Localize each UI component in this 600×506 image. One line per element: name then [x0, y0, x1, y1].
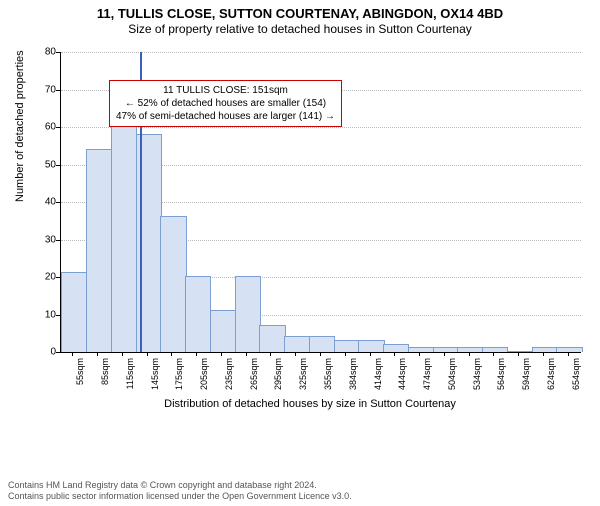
y-tick-mark — [56, 240, 60, 241]
chart: Number of detached properties 11 TULLIS … — [30, 42, 590, 402]
bar — [358, 340, 384, 352]
y-tick-mark — [56, 127, 60, 128]
y-tick-label: 80 — [34, 47, 56, 58]
bar — [160, 216, 186, 352]
x-tick-mark — [394, 352, 395, 356]
x-tick-mark — [370, 352, 371, 356]
x-tick-label: 295sqm — [273, 358, 283, 390]
y-tick-mark — [56, 165, 60, 166]
x-tick-label: 355sqm — [323, 358, 333, 390]
bar — [61, 272, 87, 352]
x-tick-label: 444sqm — [397, 358, 407, 390]
x-tick-mark — [147, 352, 148, 356]
callout-line1: 11 TULLIS CLOSE: 151sqm — [116, 84, 335, 97]
x-tick-label: 115sqm — [125, 358, 135, 389]
y-tick-label: 70 — [34, 84, 56, 95]
bar — [408, 347, 434, 352]
y-tick-label: 0 — [34, 347, 56, 358]
y-tick-mark — [56, 202, 60, 203]
bar — [556, 347, 582, 352]
bar — [433, 347, 459, 352]
x-tick-label: 85sqm — [100, 358, 110, 385]
x-tick-label: 55sqm — [75, 358, 85, 385]
x-tick-mark — [171, 352, 172, 356]
x-tick-label: 624sqm — [546, 358, 556, 390]
plot-area: 11 TULLIS CLOSE: 151sqm ← 52% of detache… — [60, 52, 581, 353]
x-tick-mark — [543, 352, 544, 356]
x-tick-label: 325sqm — [298, 358, 308, 390]
x-tick-mark — [97, 352, 98, 356]
x-tick-mark — [444, 352, 445, 356]
x-tick-label: 205sqm — [199, 358, 209, 390]
y-tick-mark — [56, 277, 60, 278]
x-tick-label: 654sqm — [571, 358, 581, 390]
callout-box: 11 TULLIS CLOSE: 151sqm ← 52% of detache… — [109, 80, 342, 127]
y-tick-label: 30 — [34, 234, 56, 245]
bar — [235, 276, 261, 352]
x-tick-mark — [295, 352, 296, 356]
y-tick-mark — [56, 90, 60, 91]
bar — [284, 336, 310, 352]
x-tick-mark — [221, 352, 222, 356]
bar — [259, 325, 285, 352]
footer: Contains HM Land Registry data © Crown c… — [8, 480, 352, 503]
y-tick-label: 40 — [34, 197, 56, 208]
x-tick-mark — [320, 352, 321, 356]
footer-line2: Contains public sector information licen… — [8, 491, 352, 502]
x-tick-mark — [345, 352, 346, 356]
x-tick-label: 384sqm — [348, 358, 358, 390]
x-tick-label: 474sqm — [422, 358, 432, 390]
bar — [111, 119, 137, 353]
x-tick-label: 564sqm — [496, 358, 506, 390]
y-tick-label: 50 — [34, 159, 56, 170]
x-tick-label: 534sqm — [472, 358, 482, 390]
y-axis-label: Number of detached properties — [14, 50, 26, 202]
x-tick-label: 414sqm — [373, 358, 383, 390]
x-tick-label: 594sqm — [521, 358, 531, 390]
bar — [210, 310, 236, 352]
bar — [383, 344, 409, 353]
x-tick-mark — [196, 352, 197, 356]
x-tick-mark — [122, 352, 123, 356]
bar — [309, 336, 335, 352]
x-tick-mark — [469, 352, 470, 356]
x-tick-label: 504sqm — [447, 358, 457, 390]
y-tick-label: 20 — [34, 272, 56, 283]
title-sub: Size of property relative to detached ho… — [0, 22, 600, 36]
bar — [507, 351, 533, 352]
y-tick-mark — [56, 52, 60, 53]
footer-line1: Contains HM Land Registry data © Crown c… — [8, 480, 352, 491]
x-tick-label: 265sqm — [249, 358, 259, 390]
x-tick-label: 235sqm — [224, 358, 234, 390]
x-axis-label: Distribution of detached houses by size … — [30, 398, 590, 410]
x-tick-label: 145sqm — [150, 358, 160, 390]
x-tick-mark — [518, 352, 519, 356]
bar — [334, 340, 360, 352]
y-tick-mark — [56, 315, 60, 316]
bar — [457, 347, 483, 352]
x-tick-mark — [493, 352, 494, 356]
callout-line3: 47% of semi-detached houses are larger (… — [116, 110, 335, 123]
x-tick-label: 175sqm — [174, 358, 184, 390]
bar — [532, 347, 558, 352]
x-tick-mark — [72, 352, 73, 356]
y-tick-label: 60 — [34, 122, 56, 133]
callout-line2: ← 52% of detached houses are smaller (15… — [116, 97, 335, 110]
x-tick-mark — [246, 352, 247, 356]
y-tick-label: 10 — [34, 309, 56, 320]
bar — [86, 149, 112, 353]
x-tick-mark — [568, 352, 569, 356]
title-main: 11, TULLIS CLOSE, SUTTON COURTENAY, ABIN… — [0, 6, 600, 21]
x-tick-mark — [270, 352, 271, 356]
x-tick-mark — [419, 352, 420, 356]
bar — [482, 347, 508, 352]
y-tick-mark — [56, 352, 60, 353]
bar — [185, 276, 211, 352]
